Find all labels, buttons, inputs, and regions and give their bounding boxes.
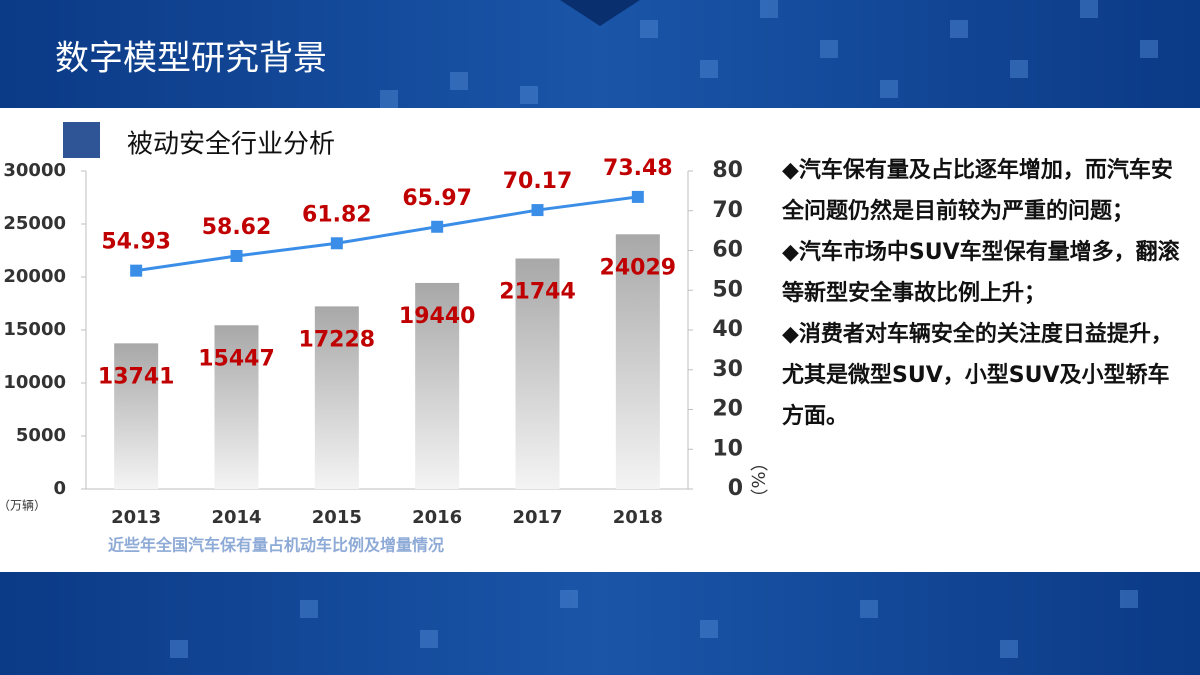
line-value-label: 70.17 bbox=[503, 169, 573, 194]
y2-tick-label: 0 bbox=[728, 476, 743, 501]
y2-axis-label: （%） bbox=[747, 453, 768, 506]
header-title: 数字模型研究背景 bbox=[55, 39, 327, 79]
y-tick-label: 25000 bbox=[3, 213, 66, 234]
y2-tick-label: 10 bbox=[712, 436, 743, 461]
bar bbox=[314, 306, 359, 489]
x-tick-label: 2018 bbox=[613, 507, 663, 528]
bar bbox=[214, 325, 259, 489]
bullet-list: ◆汽车保有量及占比逐年增加，而汽车安全问题仍然是目前较为严重的问题； ◆汽车市场… bbox=[782, 150, 1187, 437]
y-tick-label: 30000 bbox=[3, 160, 66, 181]
x-tick-label: 2016 bbox=[412, 507, 462, 528]
footer-mosaic bbox=[170, 590, 1138, 658]
line-marker bbox=[631, 190, 644, 203]
y2-tick-label: 30 bbox=[712, 357, 743, 382]
bar-value-label: 13741 bbox=[98, 364, 175, 389]
bar-value-label: 15447 bbox=[198, 346, 275, 371]
y-axis-label: （万辆） bbox=[0, 499, 46, 513]
y-tick-label: 10000 bbox=[3, 372, 66, 393]
line-marker bbox=[531, 204, 544, 217]
y-tick-label: 15000 bbox=[3, 319, 66, 340]
bar-value-label: 21744 bbox=[499, 280, 576, 305]
section-marker bbox=[63, 122, 100, 158]
line-marker bbox=[230, 249, 243, 262]
bullet: ◆消费者对车辆安全的关注度日益提升，尤其是微型SUV，小型SUV及小型轿车方面。 bbox=[782, 322, 1173, 429]
y2-tick-label: 20 bbox=[712, 397, 743, 422]
chart-caption: 近些年全国汽车保有量占机动车比例及增量情况 bbox=[108, 536, 444, 555]
y2-tick-label: 70 bbox=[712, 198, 743, 223]
bar-value-label: 19440 bbox=[399, 304, 476, 329]
y2-tick-label: 50 bbox=[712, 277, 743, 302]
line bbox=[135, 195, 639, 273]
line-marker bbox=[431, 220, 444, 233]
line-value-label: 58.62 bbox=[202, 215, 272, 240]
section-title: 被动安全行业分析 bbox=[127, 130, 335, 160]
x-tick-label: 2017 bbox=[512, 507, 562, 528]
x-tick-label: 2015 bbox=[312, 507, 362, 528]
y-tick-label: 5000 bbox=[16, 425, 66, 446]
bar-value-label: 24029 bbox=[600, 255, 677, 280]
line-marker bbox=[330, 237, 343, 250]
y-tick-label: 20000 bbox=[3, 266, 66, 287]
footer-band bbox=[0, 572, 1200, 675]
x-tick-label: 2014 bbox=[211, 507, 261, 528]
line-value-label: 54.93 bbox=[101, 230, 171, 255]
header-notch bbox=[560, 0, 640, 26]
y-tick-label: 0 bbox=[53, 478, 66, 499]
line-marker bbox=[130, 264, 143, 277]
bar bbox=[615, 234, 660, 489]
line-value-label: 73.48 bbox=[603, 156, 673, 181]
bar bbox=[515, 258, 560, 489]
y2-tick-label: 80 bbox=[712, 158, 743, 183]
bar bbox=[114, 343, 159, 489]
bullet: ◆汽车保有量及占比逐年增加，而汽车安全问题仍然是目前较为严重的问题； bbox=[782, 158, 1173, 224]
header-mosaic bbox=[380, 0, 1158, 108]
bar-value-label: 17228 bbox=[299, 327, 376, 352]
bar bbox=[415, 282, 460, 489]
line-value-label: 65.97 bbox=[402, 186, 472, 211]
x-tick-label: 2013 bbox=[111, 507, 161, 528]
y2-tick-label: 60 bbox=[712, 238, 743, 263]
bullet: ◆汽车市场中SUV车型保有量增多，翻滚等新型安全事故比例上升； bbox=[782, 240, 1180, 306]
y2-tick-label: 40 bbox=[712, 317, 743, 342]
line-value-label: 61.82 bbox=[302, 202, 372, 227]
